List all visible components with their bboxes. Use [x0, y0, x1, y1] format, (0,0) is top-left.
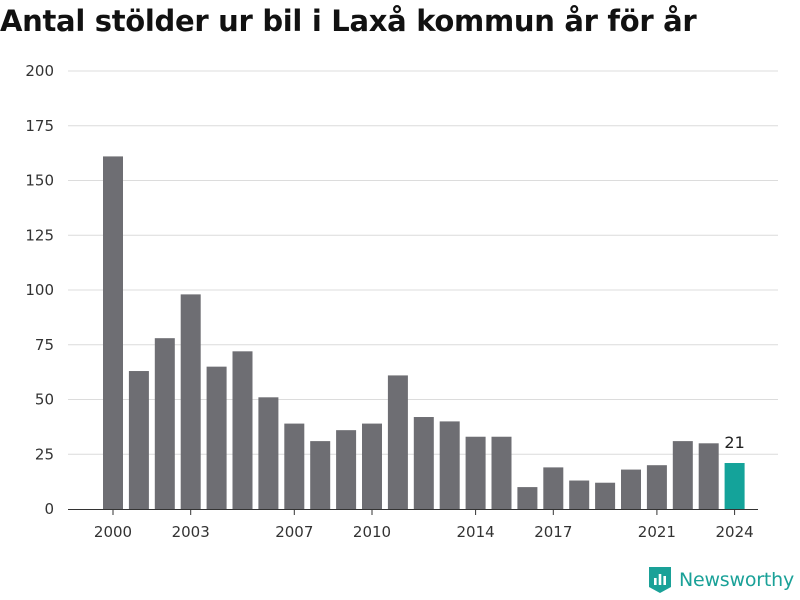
x-tick-label: 2007	[275, 523, 313, 541]
y-tick-label: 200	[25, 62, 54, 80]
brand-name: Newsworthy	[678, 569, 794, 591]
bar-2019	[595, 482, 616, 509]
y-tick-label: 100	[25, 281, 54, 299]
y-tick-label: 125	[25, 226, 54, 244]
bar-2016	[517, 487, 538, 509]
bar-2018	[569, 480, 590, 509]
y-tick-label: 75	[35, 336, 54, 354]
highlight-value-label: 21	[724, 433, 744, 452]
bar-2022	[672, 441, 693, 509]
x-tick-label: 2021	[638, 523, 676, 541]
bar-2001	[128, 371, 149, 509]
bar-2000	[103, 156, 123, 509]
bar-2024	[724, 463, 745, 509]
bar-2004	[206, 366, 227, 509]
bar-2012	[413, 417, 434, 509]
bar-2006	[258, 397, 279, 509]
y-tick-label: 150	[25, 172, 54, 190]
x-tick-label: 2010	[353, 523, 391, 541]
bar-2015	[491, 436, 512, 509]
bar-2017	[543, 467, 564, 509]
bar-2023	[698, 443, 719, 509]
bar-2020	[621, 469, 641, 509]
chart-title: Antal stölder ur bil i Laxå kommun år fö…	[0, 4, 697, 38]
x-tick-label: 2003	[172, 523, 210, 541]
bar-2010	[362, 423, 382, 509]
bar-2007	[284, 423, 305, 509]
y-tick-label: 175	[25, 117, 54, 135]
x-tick-label: 2014	[457, 523, 495, 541]
brand-logo: Newsworthy	[647, 565, 794, 595]
bar-2013	[439, 421, 460, 509]
bar-2021	[646, 465, 667, 509]
y-tick-label: 0	[44, 500, 54, 518]
x-tick-label: 2000	[94, 523, 132, 541]
bar-2008	[310, 441, 331, 509]
data-labels: 21	[724, 433, 744, 452]
x-axis: 2000 2003 2007 2010 2014 2017 2021 2024	[68, 509, 758, 541]
y-tick-label: 50	[35, 391, 54, 409]
bars	[103, 156, 745, 509]
x-tick-label: 2017	[534, 523, 572, 541]
bar-2003	[180, 294, 201, 509]
y-tick-label: 25	[35, 445, 54, 463]
x-tick-label: 2024	[716, 523, 754, 541]
bar-2005	[232, 351, 253, 509]
bar-2011	[387, 375, 408, 509]
newsworthy-logo-icon	[648, 567, 671, 593]
bar-2009	[336, 430, 357, 509]
bar-2014	[465, 436, 486, 509]
y-axis: 0 25 50 75 100 125 150 175 200	[25, 62, 54, 518]
bar-2002	[154, 338, 175, 509]
